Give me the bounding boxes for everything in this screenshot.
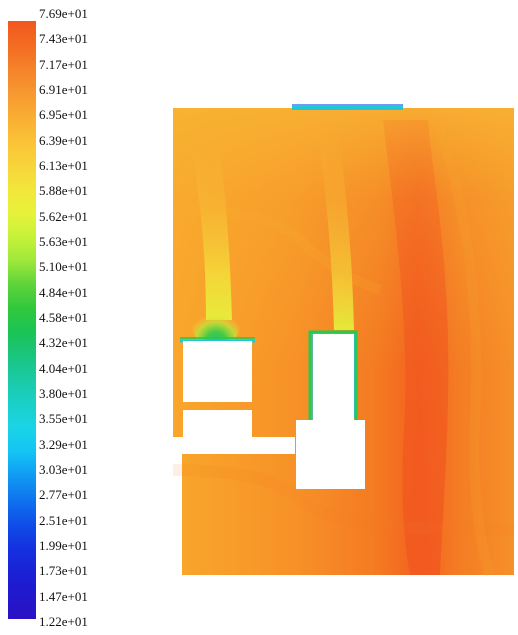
legend-tick-label: 3.80e+01: [39, 386, 88, 401]
obstacle-step: [296, 420, 365, 489]
legend-tick-label: 4.32e+01: [39, 335, 88, 351]
upper-light-band: [173, 108, 514, 368]
tall-block-boundary: [308, 330, 358, 472]
legend-tick-label: 1.73e+01: [39, 563, 88, 579]
legend-tick-label: 1.99e+01: [39, 538, 88, 553]
legend-tick-label: 5.63e+01: [39, 234, 88, 249]
legend-tick-label: 1.22e+01: [39, 614, 88, 629]
contour-band: [172, 205, 382, 295]
legend-tick-label: 7.43e+01: [39, 31, 88, 47]
top-inlet: [292, 106, 403, 110]
legend-tick-label: 4.04e+01: [39, 360, 88, 376]
legend-tick-label: 3.03e+01: [39, 462, 88, 477]
legend-tick-label: 6.91e+01: [39, 82, 88, 97]
obstacle-left-wall: [173, 437, 182, 575]
legend-tick-label: 4.84e+01: [39, 284, 88, 300]
legend-tick-label: 6.39e+01: [39, 132, 88, 148]
legend-tick-labels: 7.69e+01 7.43e+01 7.17e+01 6.91e+01 6.95…: [39, 0, 139, 635]
plume-left: [192, 145, 232, 320]
legend-tick-label: 2.51e+01: [39, 512, 88, 528]
obstacle-left-notch: [173, 437, 295, 454]
legend-tick-label: 6.95e+01: [39, 107, 88, 123]
contour-band: [172, 464, 515, 536]
plume-mid: [318, 135, 354, 330]
tall-block-boundary-cyan: [311, 333, 355, 470]
legend-tick-label: 1.47e+01: [39, 588, 88, 604]
legend-tick-label: 4.58e+01: [39, 310, 88, 325]
contour-band: [435, 128, 495, 577]
obstacle-left-upper: [183, 341, 252, 402]
legend-color-bar: [8, 21, 36, 619]
legend-tick-label: 2.77e+01: [39, 487, 88, 503]
legend-tick-label: 3.29e+01: [39, 436, 88, 452]
color-legend: 7.69e+01 7.43e+01 7.17e+01 6.91e+01 6.95…: [0, 0, 140, 635]
legend-tick-label: 6.13e+01: [39, 158, 88, 173]
legend-tick-label: 7.69e+01: [39, 6, 88, 21]
legend-tick-label: 5.62e+01: [39, 208, 88, 224]
hot-column: [383, 120, 449, 575]
legend-tick-label: 7.17e+01: [39, 56, 88, 72]
flow-domain: [173, 108, 514, 575]
top-inlet-edge: [292, 104, 403, 106]
vent-plume-green: [192, 303, 240, 347]
obstacle-left-lower: [183, 410, 252, 437]
legend-tick-label: 5.10e+01: [39, 259, 88, 275]
obstacle-tall-block: [313, 334, 354, 470]
legend-tick-label: 3.55e+01: [39, 411, 88, 427]
legend-tick-label: 5.88e+01: [39, 183, 88, 199]
